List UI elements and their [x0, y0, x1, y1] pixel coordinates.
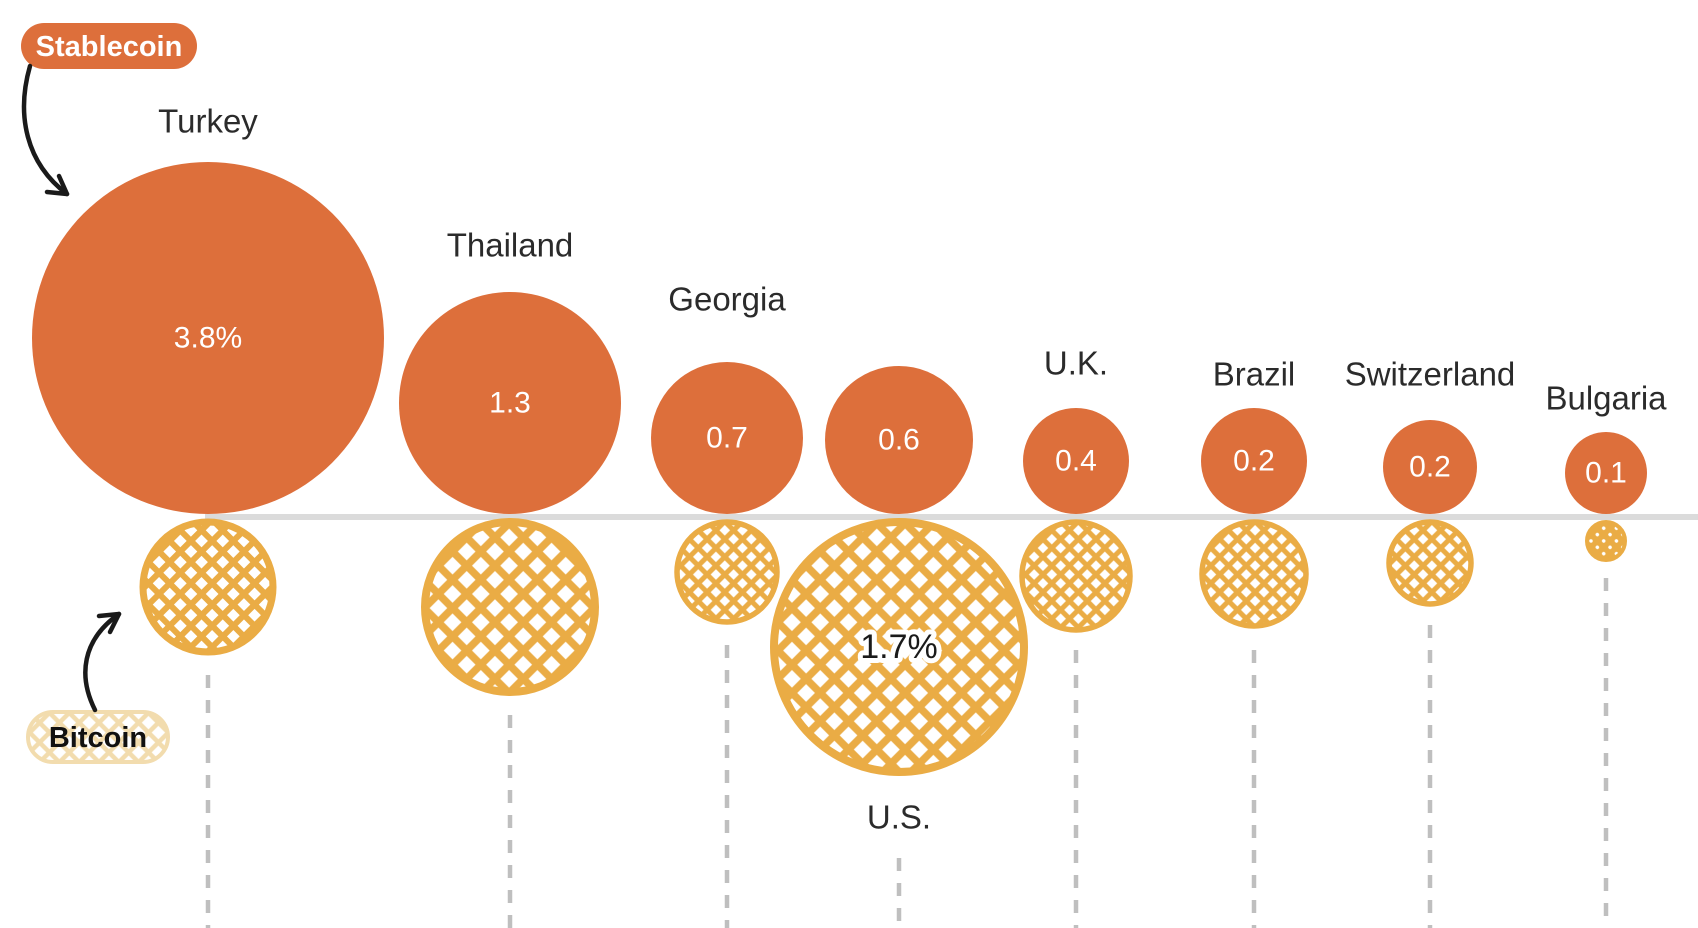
country-label-uk: U.K. [1044, 345, 1108, 382]
stablecoin-pill-background [21, 23, 197, 69]
column-bulgaria: 0.1 Bulgaria [1545, 380, 1667, 928]
bitcoin-pill-label: Bitcoin [49, 722, 147, 754]
stablecoin-bubble-bulgaria [1565, 432, 1647, 514]
stablecoin-value-uk: 0.4 [1055, 445, 1097, 478]
column-uk: 0.4 U.K. [1019, 345, 1133, 928]
country-label-brazil: Brazil [1213, 356, 1296, 393]
stablecoin-bubble-us [825, 366, 973, 514]
bitcoin-bubble-switzerland [1386, 519, 1474, 607]
stablecoin-value-bulgaria: 0.1 [1585, 457, 1627, 490]
stablecoin-bubble-georgia [651, 362, 803, 514]
bitcoin-arrow-icon [83, 611, 122, 713]
stablecoin-value-switzerland: 0.2 [1409, 451, 1451, 484]
column-georgia: 0.7 Georgia [651, 281, 803, 928]
country-label-us: U.S. [867, 799, 931, 836]
stablecoin-value-us: 0.6 [878, 424, 920, 457]
bitcoin-value-us: 1.7% [860, 628, 938, 666]
stablecoin-value-thailand: 1.3 [489, 387, 531, 420]
stablecoin-value-turkey: 3.8% [174, 322, 242, 355]
country-label-thailand: Thailand [447, 227, 574, 264]
stablecoin-bubble-turkey [32, 162, 384, 514]
column-turkey: 3.8% Turkey [32, 103, 384, 928]
stablecoin-arrow-icon [21, 63, 70, 197]
bitcoin-pill-background [26, 710, 170, 764]
stablecoin-bubble-thailand [399, 292, 621, 514]
bitcoin-bubble-turkey [139, 518, 277, 656]
bitcoin-legend-pill: Bitcoin [26, 710, 170, 764]
bitcoin-arrowhead-icon [96, 611, 122, 635]
bitcoin-bubble-thailand [421, 518, 599, 696]
bitcoin-bubble-bulgaria [1585, 520, 1627, 562]
stablecoin-arrowhead-icon [44, 173, 70, 197]
country-label-turkey: Turkey [158, 103, 258, 140]
stablecoin-pill-label: Stablecoin [36, 31, 183, 63]
country-label-georgia: Georgia [668, 281, 786, 318]
column-brazil: 0.2 Brazil [1199, 356, 1309, 928]
stablecoin-legend-pill: Stablecoin [21, 23, 197, 69]
bitcoin-bubble-georgia [674, 519, 780, 625]
stablecoin-bubble-uk [1023, 408, 1129, 514]
bitcoin-bubble-us [770, 518, 1028, 776]
stablecoin-value-brazil: 0.2 [1233, 445, 1275, 478]
column-us: 0.6 1.7% U.S. [770, 366, 1028, 928]
column-thailand: 1.3 Thailand [399, 227, 621, 928]
bitcoin-bubble-brazil [1199, 519, 1309, 629]
stablecoin-bubble-switzerland [1383, 420, 1477, 514]
bitcoin-bubble-uk [1019, 519, 1133, 633]
column-switzerland: 0.2 Switzerland [1345, 356, 1516, 928]
stablecoin-value-georgia: 0.7 [706, 422, 748, 455]
country-label-bulgaria: Bulgaria [1545, 380, 1667, 417]
stablecoin-bubble-brazil [1201, 408, 1307, 514]
country-label-switzerland: Switzerland [1345, 356, 1516, 393]
